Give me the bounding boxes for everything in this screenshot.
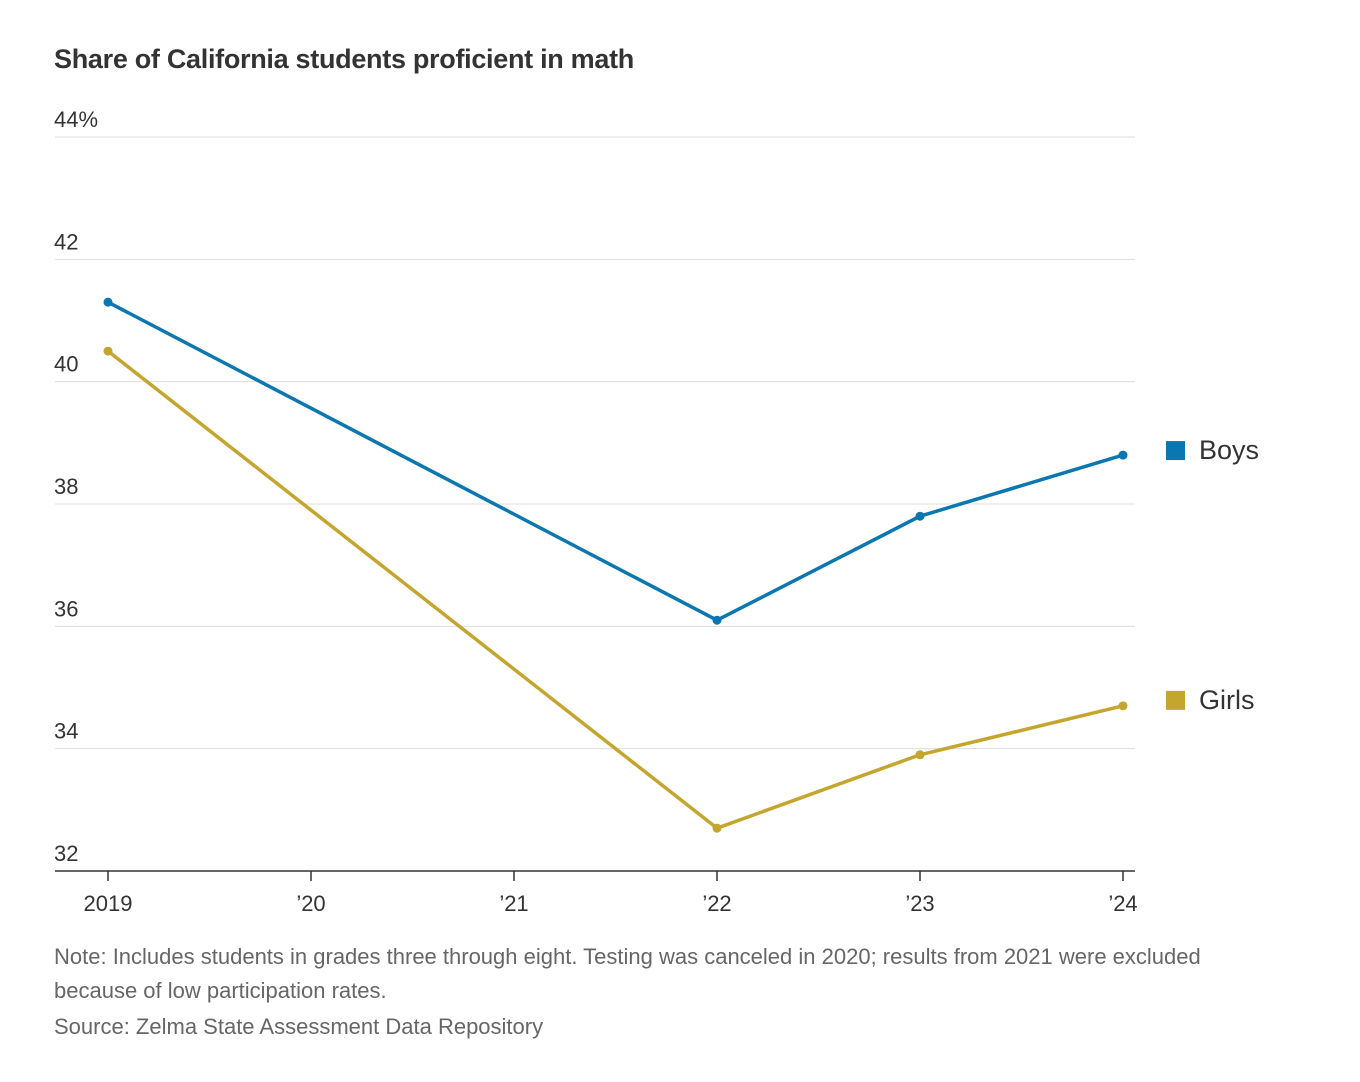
data-point-boys xyxy=(712,615,722,625)
legend-label-girls: Girls xyxy=(1199,685,1255,715)
data-point-girls xyxy=(1118,701,1128,711)
legend-label-boys: Boys xyxy=(1199,435,1259,465)
x-tick-label: ’23 xyxy=(905,891,934,916)
chart-title: Share of California students proficient … xyxy=(54,44,634,74)
data-point-girls xyxy=(915,750,925,760)
x-tick-label: ’21 xyxy=(499,891,528,916)
y-tick-label: 44% xyxy=(54,107,98,132)
y-tick-label: 32 xyxy=(54,841,78,866)
x-tick-label: ’22 xyxy=(702,891,731,916)
legend-swatch-girls xyxy=(1166,690,1185,710)
data-point-boys xyxy=(915,511,925,521)
y-tick-label: 42 xyxy=(54,229,78,254)
data-point-boys xyxy=(103,297,113,307)
y-tick-label: 40 xyxy=(54,352,78,377)
data-point-girls xyxy=(712,823,722,833)
y-tick-label: 38 xyxy=(54,474,78,499)
x-tick-label: 2019 xyxy=(84,891,133,916)
series-line-girls xyxy=(106,349,1124,830)
x-tick-label: ’24 xyxy=(1108,891,1137,916)
chart-source: Source: Zelma State Assessment Data Repo… xyxy=(54,1014,544,1039)
y-tick-label: 36 xyxy=(54,596,78,621)
series-line-boys xyxy=(107,300,1124,622)
legend-swatch-boys xyxy=(1166,441,1185,461)
chart-note: Note: Includes students in grades three … xyxy=(54,944,1201,1003)
data-point-boys xyxy=(1118,450,1128,460)
data-point-girls xyxy=(103,346,113,356)
x-tick-label: ’20 xyxy=(296,891,325,916)
y-tick-label: 34 xyxy=(54,719,78,744)
